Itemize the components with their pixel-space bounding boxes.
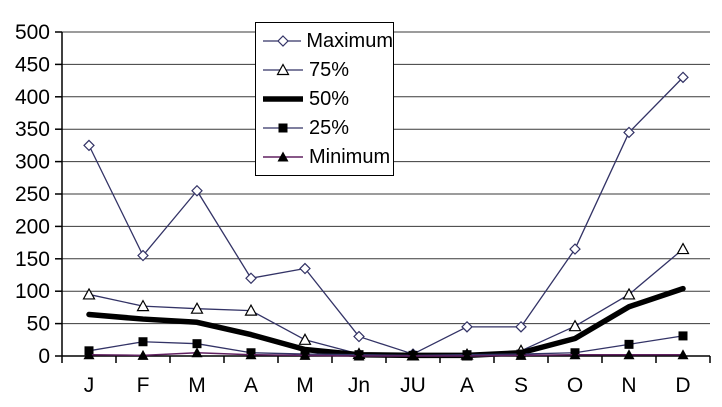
y-tick-label: 350 (15, 118, 50, 141)
legend-label: Minimum (309, 146, 391, 169)
legend-sample-open-triangle (263, 63, 303, 75)
legend-item-minimum: Minimum (262, 147, 393, 167)
triangle-marker (676, 242, 690, 255)
diamond-marker (461, 320, 473, 333)
triangle-marker (190, 301, 204, 314)
filled-triangle-marker (623, 349, 635, 360)
filled-triangle-marker (245, 349, 257, 360)
triangle-marker (622, 287, 636, 300)
filled-triangle-marker (137, 349, 149, 360)
diamond-marker (515, 320, 527, 333)
x-category-label: J (84, 374, 95, 397)
square-marker (278, 123, 288, 133)
y-tick-label: 100 (15, 280, 50, 303)
series-line-75pct (88, 248, 684, 357)
y-tick-label: 0 (38, 345, 50, 368)
x-category-label: JU (400, 374, 426, 397)
series-line-maximum (88, 76, 684, 355)
x-category-label: D (675, 374, 690, 397)
x-category-label: M (296, 374, 314, 397)
diamond-marker (137, 249, 149, 262)
legend-label: Maximum (306, 29, 393, 52)
triangle-marker (136, 299, 150, 312)
x-category-label: F (137, 374, 150, 397)
diamond-marker (245, 272, 257, 285)
y-tick-label: 400 (15, 86, 50, 109)
diamond-marker (191, 184, 203, 197)
square-marker (192, 339, 202, 349)
y-tick-label: 500 (15, 21, 50, 44)
y-tick-label: 50 (27, 313, 50, 336)
filled-triangle-marker (191, 347, 203, 358)
filled-triangle-marker (277, 151, 289, 162)
legend-sample-none (263, 96, 303, 102)
legend-label: 25% (309, 117, 350, 140)
x-category-label: A (460, 374, 474, 397)
x-category-label: N (621, 374, 636, 397)
y-tick-label: 200 (15, 215, 50, 238)
legend-item-maximum: Maximum (262, 31, 393, 51)
legend-item-50pct: 50% (262, 89, 393, 109)
filled-triangle-marker (569, 349, 581, 360)
filled-triangle-marker (515, 349, 527, 360)
x-category-label: Jn (348, 374, 370, 397)
diamond-marker (623, 126, 635, 139)
legend-sample-open-diamond (263, 34, 302, 47)
filled-triangle-marker (407, 350, 419, 361)
y-tick-label: 250 (15, 183, 50, 206)
triangle-marker (568, 319, 582, 332)
triangle-marker (276, 63, 290, 75)
triangle-marker (298, 333, 312, 345)
legend-label: 50% (309, 87, 350, 110)
diamond-marker (83, 139, 95, 152)
x-category-label: A (244, 374, 258, 397)
filled-triangle-marker (299, 349, 311, 360)
filled-triangle-marker (461, 350, 473, 361)
series-line-minimum (88, 352, 684, 357)
diamond-marker (353, 330, 365, 343)
triangle-marker (244, 303, 258, 316)
square-marker (678, 331, 688, 341)
legend: Maximum 75% 50% 25% Minimum (255, 22, 394, 176)
x-category-label: O (567, 374, 583, 397)
legend-label: 75% (309, 58, 350, 81)
y-tick-label: 450 (15, 53, 50, 76)
diamond-marker (277, 34, 289, 47)
filled-triangle-marker (83, 349, 95, 360)
filled-triangle-marker (677, 349, 689, 360)
square-marker (624, 339, 634, 349)
legend-item-25pct: 25% (262, 118, 393, 138)
legend-sample-filled-square (263, 123, 303, 133)
x-category-label: M (188, 374, 206, 397)
series-line-25pct (88, 335, 684, 357)
square-marker (138, 337, 148, 347)
y-tick-label: 300 (15, 151, 50, 174)
legend-item-75pct: 75% (262, 60, 393, 80)
diamond-marker (569, 243, 581, 255)
filled-triangle-marker (353, 350, 365, 361)
y-tick-label: 150 (15, 248, 50, 271)
diamond-marker (299, 262, 311, 275)
legend-sample-filled-triangle (263, 151, 303, 162)
triangle-marker (82, 287, 96, 300)
diamond-marker (677, 71, 689, 84)
x-category-label: S (514, 374, 528, 397)
